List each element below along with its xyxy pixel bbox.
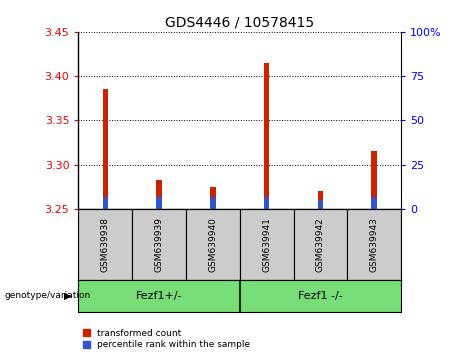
Text: GSM639942: GSM639942 [316,217,325,272]
Text: Fezf1+/-: Fezf1+/- [136,291,183,301]
Bar [132,209,186,280]
Bar [102,198,108,209]
Text: GSM639940: GSM639940 [208,217,217,272]
Text: GSM639939: GSM639939 [154,217,164,272]
Bar [372,152,377,209]
Text: GSM639943: GSM639943 [370,217,378,272]
Bar [210,198,216,209]
Text: GSM639938: GSM639938 [101,217,110,272]
Bar [102,90,108,209]
Bar [294,209,347,280]
Bar [210,187,216,209]
Text: Fezf1 -/-: Fezf1 -/- [298,291,343,301]
Text: ▶: ▶ [64,291,71,301]
Bar [156,180,162,209]
Bar [240,209,294,280]
Bar [347,209,401,280]
Text: GSM639941: GSM639941 [262,217,271,272]
Bar [264,198,269,209]
Text: genotype/variation: genotype/variation [5,291,91,300]
Bar [318,200,323,209]
Bar [78,209,132,280]
Bar [156,198,162,209]
Bar [372,198,377,209]
Bar [264,63,269,209]
Bar [186,209,240,280]
Title: GDS4446 / 10578415: GDS4446 / 10578415 [165,15,314,29]
Bar [318,191,323,209]
Legend: transformed count, percentile rank within the sample: transformed count, percentile rank withi… [83,329,250,349]
